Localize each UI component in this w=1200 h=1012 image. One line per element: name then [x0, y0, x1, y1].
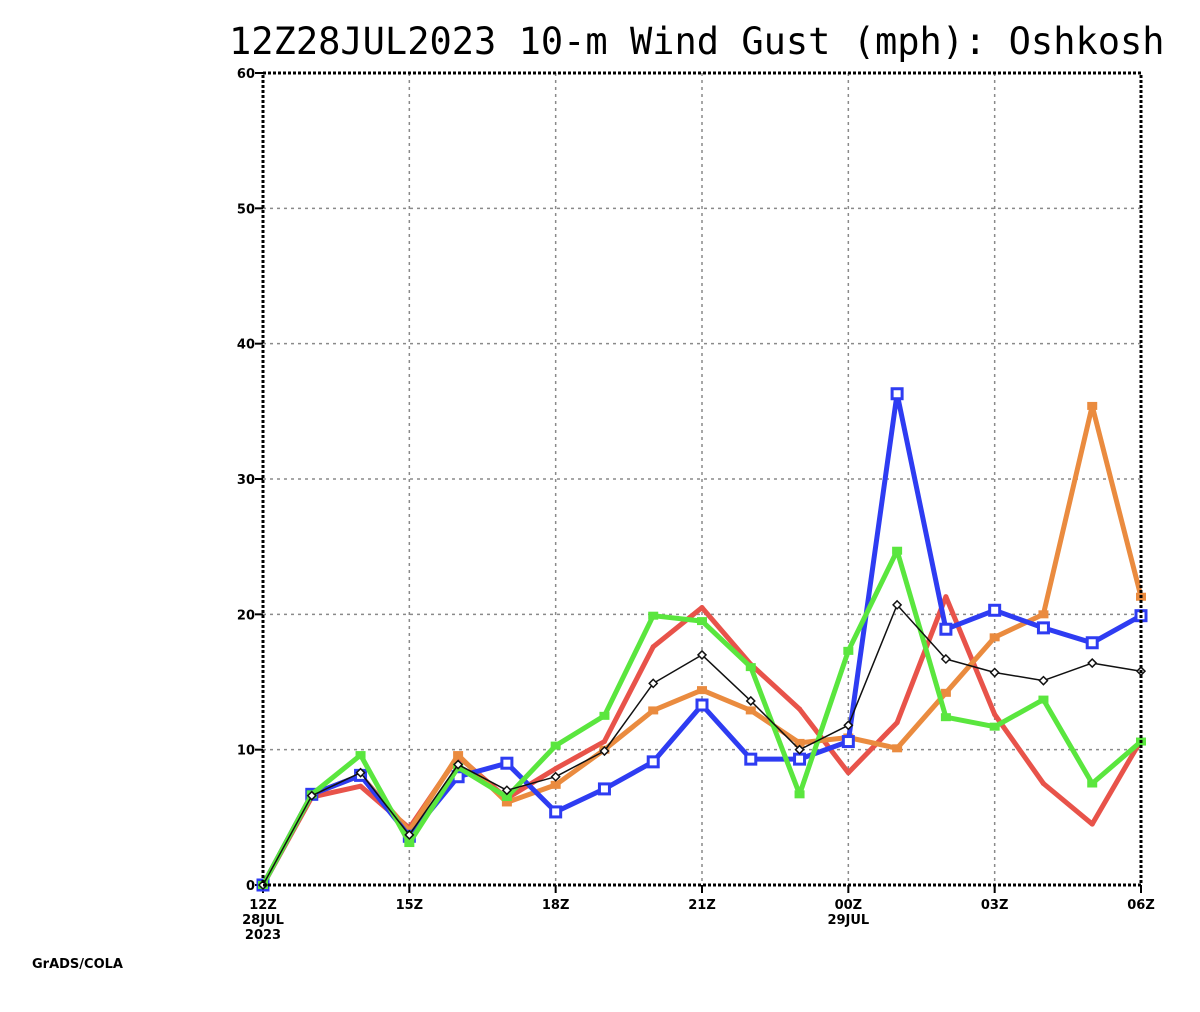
data-point-red	[601, 739, 607, 745]
data-point-ensemble-mean	[989, 667, 1000, 678]
data-point-blue	[841, 735, 855, 749]
data-point-red	[1089, 821, 1095, 827]
data-point-ensemble-mean	[843, 720, 854, 731]
data-point-red	[1040, 781, 1046, 786]
data-point-blue	[1085, 636, 1099, 650]
x-tick-label: 2023	[245, 928, 281, 943]
data-point-orange	[501, 798, 512, 807]
data-point-ensemble-mean	[404, 829, 415, 840]
data-point-blue	[500, 756, 514, 770]
axis-ticks: 0 10 20 30 40 50 60 12Z28JUL2023 15Z 18Z 21Z 00Z29J…	[237, 67, 1155, 943]
data-point-ensemble-mean	[306, 790, 317, 801]
data-point-red	[894, 720, 900, 726]
y-tick-label: 40	[237, 338, 255, 353]
data-point-ensemble-mean	[794, 744, 805, 755]
y-tick-label: 10	[237, 744, 255, 759]
data-point-blue	[890, 387, 904, 401]
data-point-orange	[1038, 610, 1049, 619]
x-tick-label: 06Z	[1127, 898, 1155, 913]
data-point-blue	[597, 782, 611, 796]
x-tick-label: 21Z	[688, 898, 716, 913]
data-point-red	[358, 783, 364, 789]
y-tick-label: 20	[237, 608, 255, 623]
data-point-green	[599, 711, 610, 720]
data-point-ensemble-mean	[501, 785, 512, 796]
series-ensemble-mean	[257, 599, 1147, 891]
data-point-red	[943, 594, 949, 600]
data-point-blue	[695, 698, 709, 712]
x-tick-label: 29JUL	[827, 913, 869, 928]
data-point-green	[940, 713, 951, 722]
data-point-ensemble-mean	[940, 653, 951, 665]
data-point-ensemble-mean	[1087, 657, 1098, 669]
data-point-green	[843, 646, 854, 655]
data-point-green	[1087, 779, 1098, 788]
data-point-ensemble-mean	[453, 759, 464, 770]
data-point-blue	[646, 755, 660, 769]
y-tick-label: 60	[237, 67, 255, 82]
x-tick-label: 15Z	[396, 898, 424, 913]
data-series	[256, 387, 1148, 892]
data-point-ensemble-mean	[745, 695, 756, 707]
data-point-blue	[549, 805, 563, 819]
data-point-red	[845, 770, 851, 776]
data-point-green	[794, 790, 805, 799]
data-point-ensemble-mean	[696, 649, 708, 660]
y-tick-label: 30	[237, 473, 255, 488]
data-point-ensemble-mean	[648, 678, 659, 689]
chart-title: 12Z28JUL2023 10-m Wind Gust (mph): Oshko…	[229, 20, 1165, 63]
data-point-red	[650, 644, 656, 650]
data-point-green	[648, 611, 659, 620]
data-point-orange	[697, 686, 707, 695]
x-tick-label: 00Z	[835, 898, 863, 913]
data-point-green	[745, 663, 756, 672]
data-point-orange	[940, 688, 951, 697]
data-point-ensemble-mean	[1038, 675, 1049, 686]
data-point-green	[989, 722, 1000, 731]
data-point-blue	[939, 622, 953, 636]
data-point-orange	[892, 744, 903, 753]
data-point-ensemble-mean	[599, 745, 610, 757]
data-point-green	[892, 546, 903, 555]
data-point-blue	[744, 752, 758, 766]
data-point-orange	[453, 751, 464, 760]
credit-label: GrADS/COLA	[32, 957, 123, 972]
y-tick-label: 50	[237, 202, 255, 217]
data-point-orange	[1087, 401, 1098, 410]
x-tick-label: 18Z	[542, 898, 570, 913]
data-point-green	[404, 839, 415, 848]
data-point-red	[797, 706, 803, 712]
x-tick-label: 03Z	[981, 898, 1009, 913]
x-tick-label: 12Z	[249, 898, 277, 913]
data-point-red	[553, 766, 559, 772]
data-point-ensemble-mean	[355, 767, 366, 778]
data-point-blue	[793, 752, 807, 766]
data-point-green	[501, 793, 512, 802]
data-point-green	[697, 617, 707, 626]
data-point-blue	[1036, 621, 1050, 635]
data-point-orange	[794, 738, 805, 747]
data-point-orange	[648, 706, 659, 715]
data-point-blue	[988, 603, 1002, 617]
data-point-orange	[550, 780, 561, 789]
data-point-orange	[989, 633, 1000, 642]
y-tick-label: 0	[246, 879, 255, 894]
data-point-red	[699, 605, 705, 611]
data-point-red	[992, 711, 998, 717]
data-point-green	[550, 741, 561, 750]
data-point-ensemble-mean	[550, 771, 561, 782]
grid-lines	[263, 73, 1141, 885]
data-point-green	[1038, 695, 1049, 704]
x-tick-label: 28JUL	[242, 913, 284, 928]
data-point-orange	[745, 706, 756, 715]
data-point-green	[355, 751, 366, 760]
data-point-ensemble-mean	[892, 599, 903, 610]
